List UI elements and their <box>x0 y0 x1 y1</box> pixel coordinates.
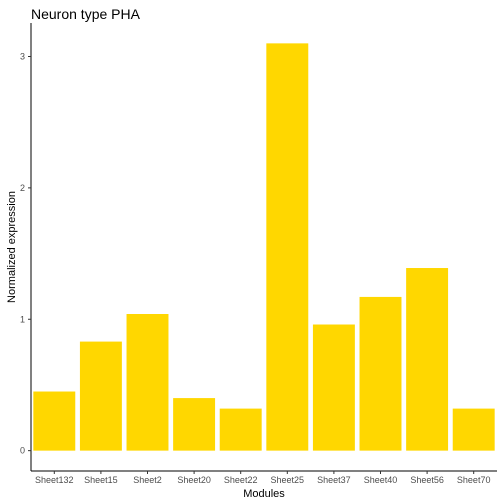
bar-sheet132 <box>33 391 76 451</box>
x-tick-label: Sheet2 <box>133 475 162 485</box>
y-tick-label: 1 <box>20 314 25 324</box>
x-tick-label: Sheet132 <box>35 475 74 485</box>
x-axis-title: Modules <box>243 488 285 500</box>
y-tick-label: 3 <box>20 52 25 62</box>
y-axis-title: Normalized expression <box>6 191 18 303</box>
bar-sheet40 <box>359 296 402 451</box>
bar-sheet56 <box>406 268 449 451</box>
x-ticks-group: Sheet132 Sheet15 Sheet2 Sheet20 Sheet22 Sheet… <box>35 471 490 485</box>
y-tick-label: 0 <box>20 446 25 456</box>
x-tick-label: Sheet56 <box>410 475 444 485</box>
bar-sheet70 <box>452 408 495 451</box>
bar-sheet15 <box>79 341 122 451</box>
bar-sheet2 <box>126 314 169 451</box>
chart-title: Neuron type PHA <box>31 6 141 22</box>
x-tick-label: Sheet40 <box>364 475 398 485</box>
bar-sheet25 <box>266 43 309 451</box>
bar-sheet20 <box>173 398 216 451</box>
bar-sheet37 <box>312 324 355 451</box>
x-tick-label: Sheet25 <box>271 475 305 485</box>
bar-sheet22 <box>219 408 262 451</box>
bars-group <box>33 43 495 451</box>
x-tick-label: Sheet15 <box>84 475 118 485</box>
x-tick-label: Sheet70 <box>457 475 491 485</box>
y-tick-label: 2 <box>20 183 25 193</box>
x-tick-label: Sheet22 <box>224 475 258 485</box>
x-tick-label: Sheet37 <box>317 475 351 485</box>
y-ticks-group: 0 1 2 3 <box>20 52 31 456</box>
x-tick-label: Sheet20 <box>177 475 211 485</box>
